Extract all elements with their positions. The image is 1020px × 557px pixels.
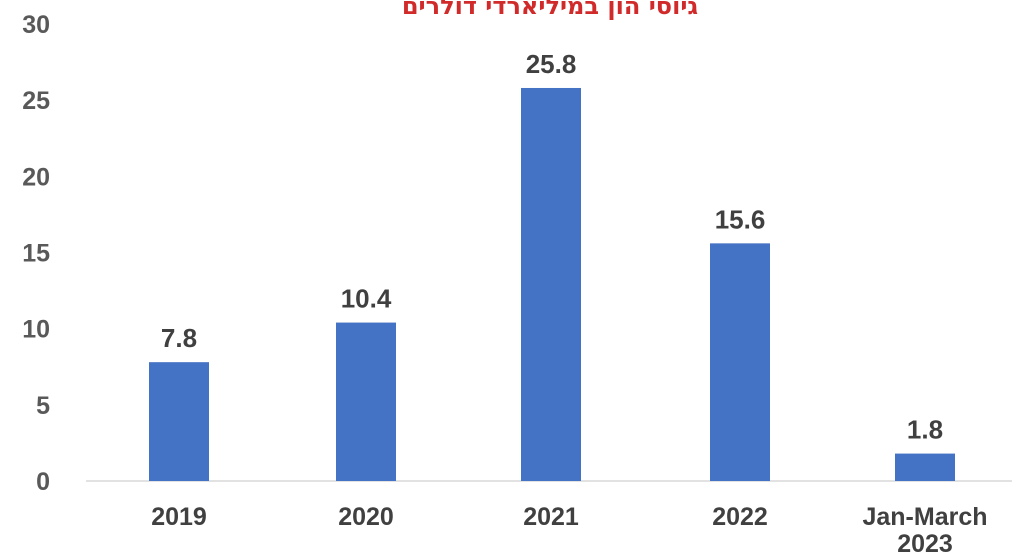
y-tick-label: 5: [36, 392, 50, 420]
x-tick-line: 2023: [897, 530, 953, 557]
data-label: 15.6: [715, 204, 766, 234]
chart-title: גיוסי הון במיליארדי דולרים: [402, 0, 699, 20]
data-label: 25.8: [526, 49, 577, 79]
y-tick-label: 30: [22, 11, 50, 39]
y-tick-label: 0: [36, 468, 50, 496]
x-tick-label: 2021: [523, 503, 579, 531]
x-tick-line: 2022: [712, 503, 768, 531]
x-tick-line: 2021: [523, 503, 579, 531]
y-tick-label: 20: [22, 163, 50, 191]
y-tick-label: 15: [22, 240, 50, 268]
y-tick-label: 25: [22, 87, 50, 115]
data-label: 1.8: [907, 415, 943, 445]
bar: [895, 453, 955, 481]
x-tick-label: 2020: [338, 503, 394, 531]
x-tick-line: 2019: [151, 503, 207, 531]
data-labels: 7.8 10.4 25.8 15.6 1.8: [161, 49, 943, 445]
x-tick-label: 2022: [712, 503, 768, 531]
bars: [149, 87, 955, 481]
x-tick-label: Jan-March 2023: [862, 503, 987, 557]
data-label: 10.4: [341, 284, 392, 314]
bar: [149, 362, 209, 481]
data-label: 7.8: [161, 323, 197, 353]
x-tick-line: 2020: [338, 503, 394, 531]
bar: [336, 322, 396, 481]
bar: [710, 243, 770, 481]
x-axis-ticks: 2019 2020 2021 2022 Jan-March 2023: [151, 503, 987, 557]
y-axis: 0 5 10 15 20 25 30: [22, 11, 50, 496]
x-tick-label: 2019: [151, 503, 207, 531]
y-tick-label: 10: [22, 316, 50, 344]
x-tick-line: Jan-March: [862, 503, 987, 531]
bar: [521, 87, 581, 481]
